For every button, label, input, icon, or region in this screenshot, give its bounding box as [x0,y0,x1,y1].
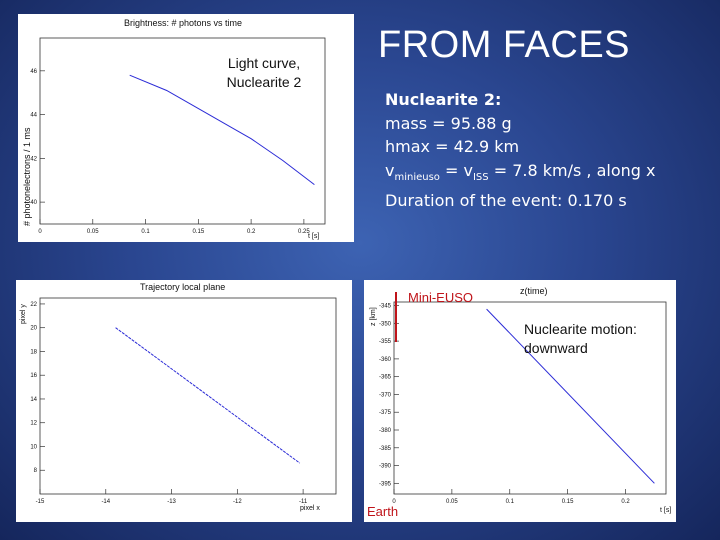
info-duration: Duration of the event: 0.170 s [385,191,627,211]
x-tick-label: 0.2 [247,229,256,235]
chart-title: z(time) [520,286,548,296]
earth-label: Earth [367,504,398,519]
x-axis-label: t [s] [660,507,671,514]
page-title: FROM FACES [378,24,631,66]
x-tick-label: 0.15 [192,229,204,235]
motion-chart: z(time) 0 0.05 0.1 0.15 0.2 -345 -350 -355 -360 -… [367,286,671,519]
x-tick-label: 0.25 [298,229,310,235]
y-tick-label: -375 [379,410,392,416]
y-tick-label: -345 [379,304,392,310]
y-tick-label: 20 [30,326,37,332]
plot-frame [39,37,326,225]
motion-series [486,308,655,484]
plot-frame [39,297,337,495]
y-tick-label: -390 [379,464,392,470]
y-tick-label: 46 [30,69,37,75]
y-tick-label: -360 [379,357,392,363]
y-axis-label: z [km] [370,307,377,326]
chart-title: Trajectory local plane [140,282,225,292]
x-tick-label: 0.1 [506,499,515,505]
x-tick-label: -13 [167,499,176,505]
x-tick-label: 0.1 [141,229,150,235]
x-tick-label: -11 [299,499,308,505]
x-tick-label: 0.15 [562,499,574,505]
y-tick-label: 14 [30,397,37,403]
y-tick-label: -365 [379,375,392,381]
info-mass: mass = 95.88 g [385,113,512,133]
x-tick-label: -14 [101,499,110,505]
x-tick-label: -12 [233,499,242,505]
y-tick-label: 44 [30,113,37,119]
y-tick-label: -350 [379,321,392,327]
y-tick-label: 18 [30,349,37,355]
x-axis-label: t [s] [308,233,319,240]
trajectory-panel: Trajectory local plane -15 -14 -13 -12 -11 8 1… [16,280,352,522]
y-tick-label: -385 [379,446,392,452]
x-tick-label: 0.2 [621,499,630,505]
light-curve-panel: Brightness: # photons vs time 0 0.05 0.1 0.… [18,14,354,242]
y-tick-label: 22 [30,302,37,308]
mini-euso-label: Mini-EUSO [408,290,473,305]
x-tick-label: 0 [392,499,396,505]
x-tick-label: 0 [38,229,42,235]
trajectory-chart: Trajectory local plane -15 -14 -13 -12 -11 8 1… [20,282,337,512]
motion-panel: z(time) 0 0.05 0.1 0.15 0.2 -345 -350 -355 -360 -… [364,280,676,522]
trajectory-series [115,327,301,464]
y-tick-label: 12 [30,421,37,427]
y-tick-label: 42 [30,156,37,162]
y-tick-label: -370 [379,392,392,398]
info-header: Nuclearite 2: [385,90,502,109]
light-curve-series [129,74,315,185]
y-tick-label: 10 [30,444,37,450]
light-curve-annotation: Light curve, Nuclearite 2 [226,55,302,90]
y-axis-vertical-label: # photonelectrons / 1 ms [22,127,32,226]
chart-title: Brightness: # photons vs time [124,18,242,28]
y-tick-label: -355 [379,339,392,345]
motion-annotation: Nuclearite motion: downward [524,321,637,356]
x-tick-label: 0.05 [446,499,458,505]
info-velocity: vminieuso = vISS = 7.8 km/s , along x [385,160,656,183]
y-tick-label: -380 [379,428,392,434]
y-tick-label: -395 [379,481,392,487]
light-curve-chart: Brightness: # photons vs time 0 0.05 0.1 0.… [30,18,326,240]
y-tick-label: 16 [30,373,37,379]
x-tick-label: -15 [36,499,45,505]
plot-frame [393,301,667,495]
event-info: Nuclearite 2: mass = 95.88 g hmax = 42.9… [385,88,655,213]
y-axis-label: pixel y [20,304,27,324]
y-tick-label: 40 [30,200,37,206]
info-hmax: hmax = 42.9 km [385,137,520,156]
x-tick-label: 0.05 [87,229,99,235]
x-axis-label: pixel x [300,505,320,512]
y-tick-label: 8 [34,468,38,474]
